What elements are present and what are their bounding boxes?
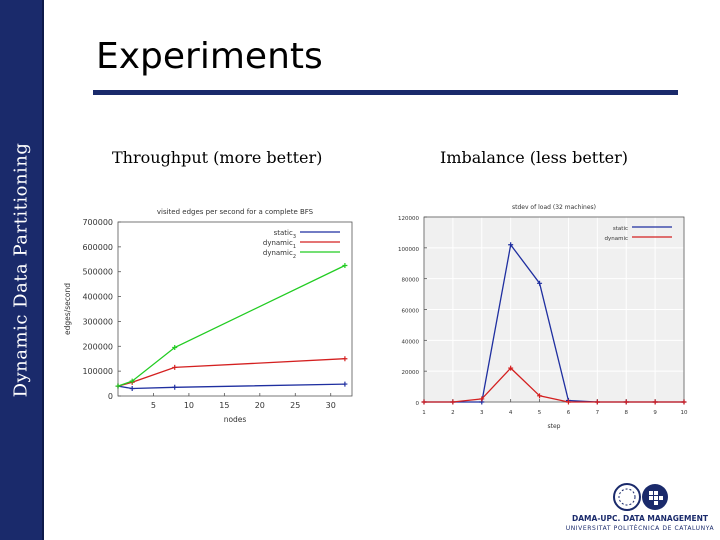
plot-frame: [117, 221, 353, 397]
x-tick-label: 15: [219, 401, 229, 410]
x-tick-label: 5: [151, 401, 156, 410]
data-point-2: [172, 345, 178, 351]
logo-line1: DAMA-UPC. DATA MANAGEMENT: [572, 514, 708, 523]
sidebar-title: Dynamic Data Partitioning: [10, 142, 32, 398]
data-point-1: [623, 399, 629, 405]
data-point-2: [342, 263, 348, 268]
x-tick-label: 4: [509, 410, 513, 416]
data-point-1: [421, 399, 427, 405]
y-tick-label: 300000: [82, 317, 113, 326]
logo-emblem-icon: [613, 483, 668, 511]
x-axis-label: step: [548, 423, 561, 430]
data-point-1: [537, 393, 543, 399]
data-point-2: [129, 378, 135, 384]
imbalance-chart: stdev of load (32 machines) 0 20000 40000 60…: [398, 204, 688, 430]
y-tick-label: 100000: [398, 247, 419, 253]
legend-label-0: static3: [274, 229, 296, 240]
series-line-2: [117, 264, 346, 387]
y-tick-label: 400000: [82, 293, 113, 302]
y-tick-label: 600000: [82, 243, 113, 252]
legend-label-1: dynamic: [604, 236, 628, 242]
legend-label-1: dynamic1: [263, 239, 296, 250]
throughput-chart: visited edges per second for a complete …: [63, 208, 353, 424]
x-tick-label: 3: [480, 410, 484, 416]
y-tick-label: 40000: [402, 339, 420, 345]
data-point-1: [479, 396, 485, 402]
series-line-1: [424, 367, 684, 403]
data-point-0: [537, 280, 543, 286]
sidebar-band: Dynamic Data Partitioning: [0, 0, 44, 540]
x-tick-label: 7: [596, 410, 600, 416]
x-tick-label: 10: [184, 401, 194, 410]
dama-upc-logo: DAMA-UPC. DATA MANAGEMENT UNIVERSITAT PO…: [565, 480, 715, 536]
x-tick-label: 30: [326, 401, 336, 410]
data-point-0: [508, 242, 514, 248]
title-rule: [93, 90, 678, 95]
y-tick-label: 700000: [82, 218, 113, 227]
data-point-1: [172, 364, 178, 370]
chart-title: visited edges per second for a complete …: [157, 208, 314, 216]
series-line-1: [117, 358, 345, 387]
data-point-1: [508, 365, 514, 371]
y-axis-label: edges/second: [63, 283, 72, 335]
data-point-2: [115, 383, 121, 389]
data-point-1: [681, 399, 687, 405]
x-tick-label: 9: [653, 410, 657, 416]
data-point-1: [565, 399, 571, 405]
y-tick-label: 0: [416, 401, 420, 407]
x-tick-label: 20: [255, 401, 265, 410]
data-point-0: [342, 381, 348, 387]
logo-line2: UNIVERSITAT POLITÈCNICA DE CATALUNYA: [565, 525, 715, 532]
x-tick-label: 25: [290, 401, 300, 410]
x-tick-label: 10: [681, 410, 688, 416]
y-tick-label: 200000: [82, 342, 113, 351]
y-tick-label: 20000: [402, 370, 420, 376]
data-point-0: [129, 386, 135, 392]
x-tick-label: 8: [624, 410, 628, 416]
x-tick-label: 6: [567, 410, 571, 416]
legend-label-0: static: [613, 226, 628, 232]
slide-title: Experiments: [96, 36, 323, 77]
chart-title: stdev of load (32 machines): [512, 204, 596, 211]
data-point-1: [342, 356, 348, 362]
x-tick-label: 1: [422, 410, 426, 416]
x-axis-label: nodes: [224, 415, 247, 424]
y-tick-label: 60000: [402, 309, 420, 315]
data-point-1: [652, 399, 658, 405]
y-tick-label: 80000: [402, 278, 420, 284]
subtitle-imbalance: Imbalance (less better): [440, 148, 629, 167]
y-tick-label: 120000: [398, 216, 419, 222]
x-tick-label: 2: [451, 410, 455, 416]
y-tick-label: 100000: [82, 367, 113, 376]
legend-label-2: dynamic2: [263, 249, 296, 260]
x-tick-label: 5: [538, 410, 542, 416]
subtitle-throughput: Throughput (more better): [112, 148, 323, 167]
data-point-1: [594, 399, 600, 405]
y-tick-label: 0: [108, 392, 113, 401]
data-point-0: [172, 384, 178, 390]
data-point-1: [450, 399, 456, 405]
series-line-0: [117, 383, 345, 390]
y-tick-label: 500000: [82, 268, 113, 277]
